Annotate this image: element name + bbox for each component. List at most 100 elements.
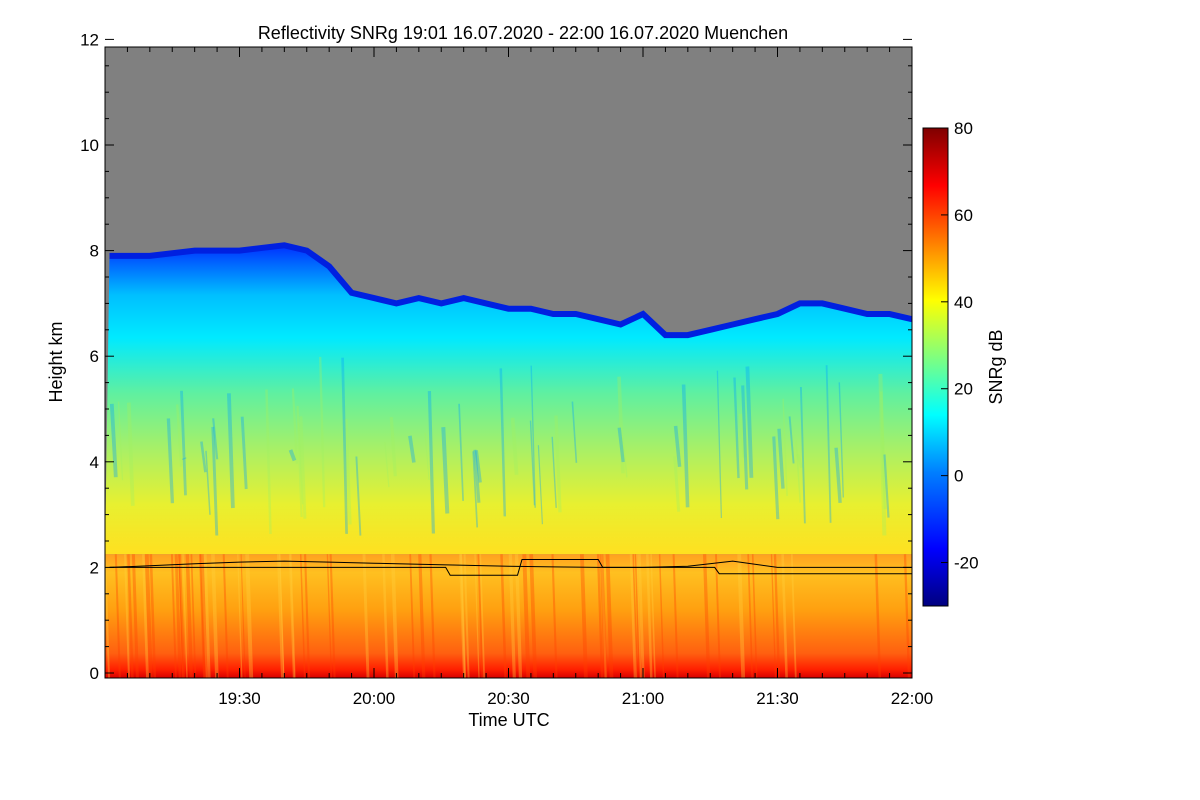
streak	[474, 450, 482, 483]
streak	[390, 554, 399, 678]
streak	[178, 554, 186, 678]
streak	[211, 554, 219, 678]
streak	[409, 554, 416, 678]
x-tick-label: 21:30	[756, 689, 799, 708]
streak	[788, 416, 795, 464]
streak	[408, 435, 416, 463]
streak	[212, 418, 219, 460]
streak	[599, 554, 608, 678]
streak	[770, 554, 777, 678]
streak	[672, 554, 679, 678]
streak	[733, 377, 740, 479]
streak	[362, 554, 370, 678]
streak	[737, 554, 746, 678]
precipitation-field	[105, 245, 912, 555]
x-axis-label: Time UTC	[468, 710, 549, 730]
streak	[745, 366, 754, 478]
streak	[772, 436, 780, 520]
streak	[472, 451, 479, 528]
streak	[182, 457, 187, 460]
streak	[131, 554, 139, 678]
y-tick-label: 4	[90, 453, 99, 472]
colorbar: -20 0 20 40 60 80	[922, 119, 979, 607]
streak	[144, 554, 153, 678]
x-tick-label: 20:30	[487, 689, 530, 708]
streak	[127, 554, 134, 678]
streak	[741, 385, 749, 490]
x-tick-label: 21:00	[622, 689, 665, 708]
streak	[879, 391, 887, 510]
streak	[751, 554, 758, 678]
streak	[124, 554, 130, 678]
streak	[580, 554, 588, 678]
streak	[382, 554, 389, 678]
streak	[344, 419, 352, 525]
chart-title: Reflectivity SNRg 19:01 16.07.2020 - 22:…	[258, 23, 788, 43]
streak	[170, 554, 177, 678]
streak	[777, 428, 785, 489]
streak	[105, 554, 110, 678]
colorbar-tick-label: 20	[954, 380, 973, 399]
colorbar-tick-label: 60	[954, 206, 973, 225]
streak	[883, 454, 890, 518]
streak	[605, 554, 614, 678]
streak	[117, 401, 124, 481]
streak	[200, 441, 207, 473]
streak	[790, 554, 797, 678]
streak	[522, 554, 531, 678]
streak	[319, 356, 326, 508]
streak	[201, 554, 208, 678]
streak	[427, 391, 435, 534]
streak	[551, 436, 557, 508]
streak	[622, 437, 628, 478]
streak	[245, 554, 254, 678]
streak	[702, 554, 711, 678]
streak	[499, 368, 507, 517]
streak	[355, 456, 362, 536]
streak	[637, 554, 645, 678]
streak	[178, 554, 184, 678]
streak	[299, 416, 307, 519]
streak	[290, 554, 296, 678]
streaks	[105, 356, 911, 678]
streak	[329, 554, 336, 678]
streak	[551, 554, 558, 678]
streak	[109, 403, 118, 478]
streak	[182, 554, 188, 678]
streak	[424, 432, 430, 480]
x-tick-label: 19:30	[218, 689, 261, 708]
streak	[205, 450, 211, 515]
streak	[149, 554, 157, 678]
y-axis: 0 2 4 6 8 10 12	[80, 30, 912, 683]
streak	[199, 554, 208, 678]
streak	[529, 420, 536, 506]
streak	[429, 554, 436, 678]
streak	[834, 447, 842, 504]
streak	[634, 554, 641, 678]
streak	[650, 554, 656, 678]
streak	[529, 554, 538, 678]
streak	[646, 554, 653, 678]
cloud-base-line	[109, 559, 912, 576]
y-tick-label: 2	[90, 558, 99, 577]
streak	[222, 554, 229, 678]
streak	[747, 554, 754, 678]
streak	[600, 554, 607, 678]
streak	[240, 416, 248, 490]
colorbar-label: SNRg dB	[986, 329, 1006, 404]
streak	[199, 554, 205, 678]
streak	[715, 554, 721, 678]
streak	[298, 423, 304, 505]
streak	[716, 370, 723, 519]
streak	[838, 382, 844, 498]
streak	[389, 416, 397, 477]
streak	[185, 554, 194, 678]
streak	[673, 425, 682, 467]
streak	[176, 404, 183, 467]
streak	[782, 398, 788, 497]
streak	[174, 554, 182, 678]
colorbar-tick-label: 80	[954, 119, 973, 138]
y-axis-label: Height km	[46, 321, 66, 402]
streak	[180, 390, 187, 496]
